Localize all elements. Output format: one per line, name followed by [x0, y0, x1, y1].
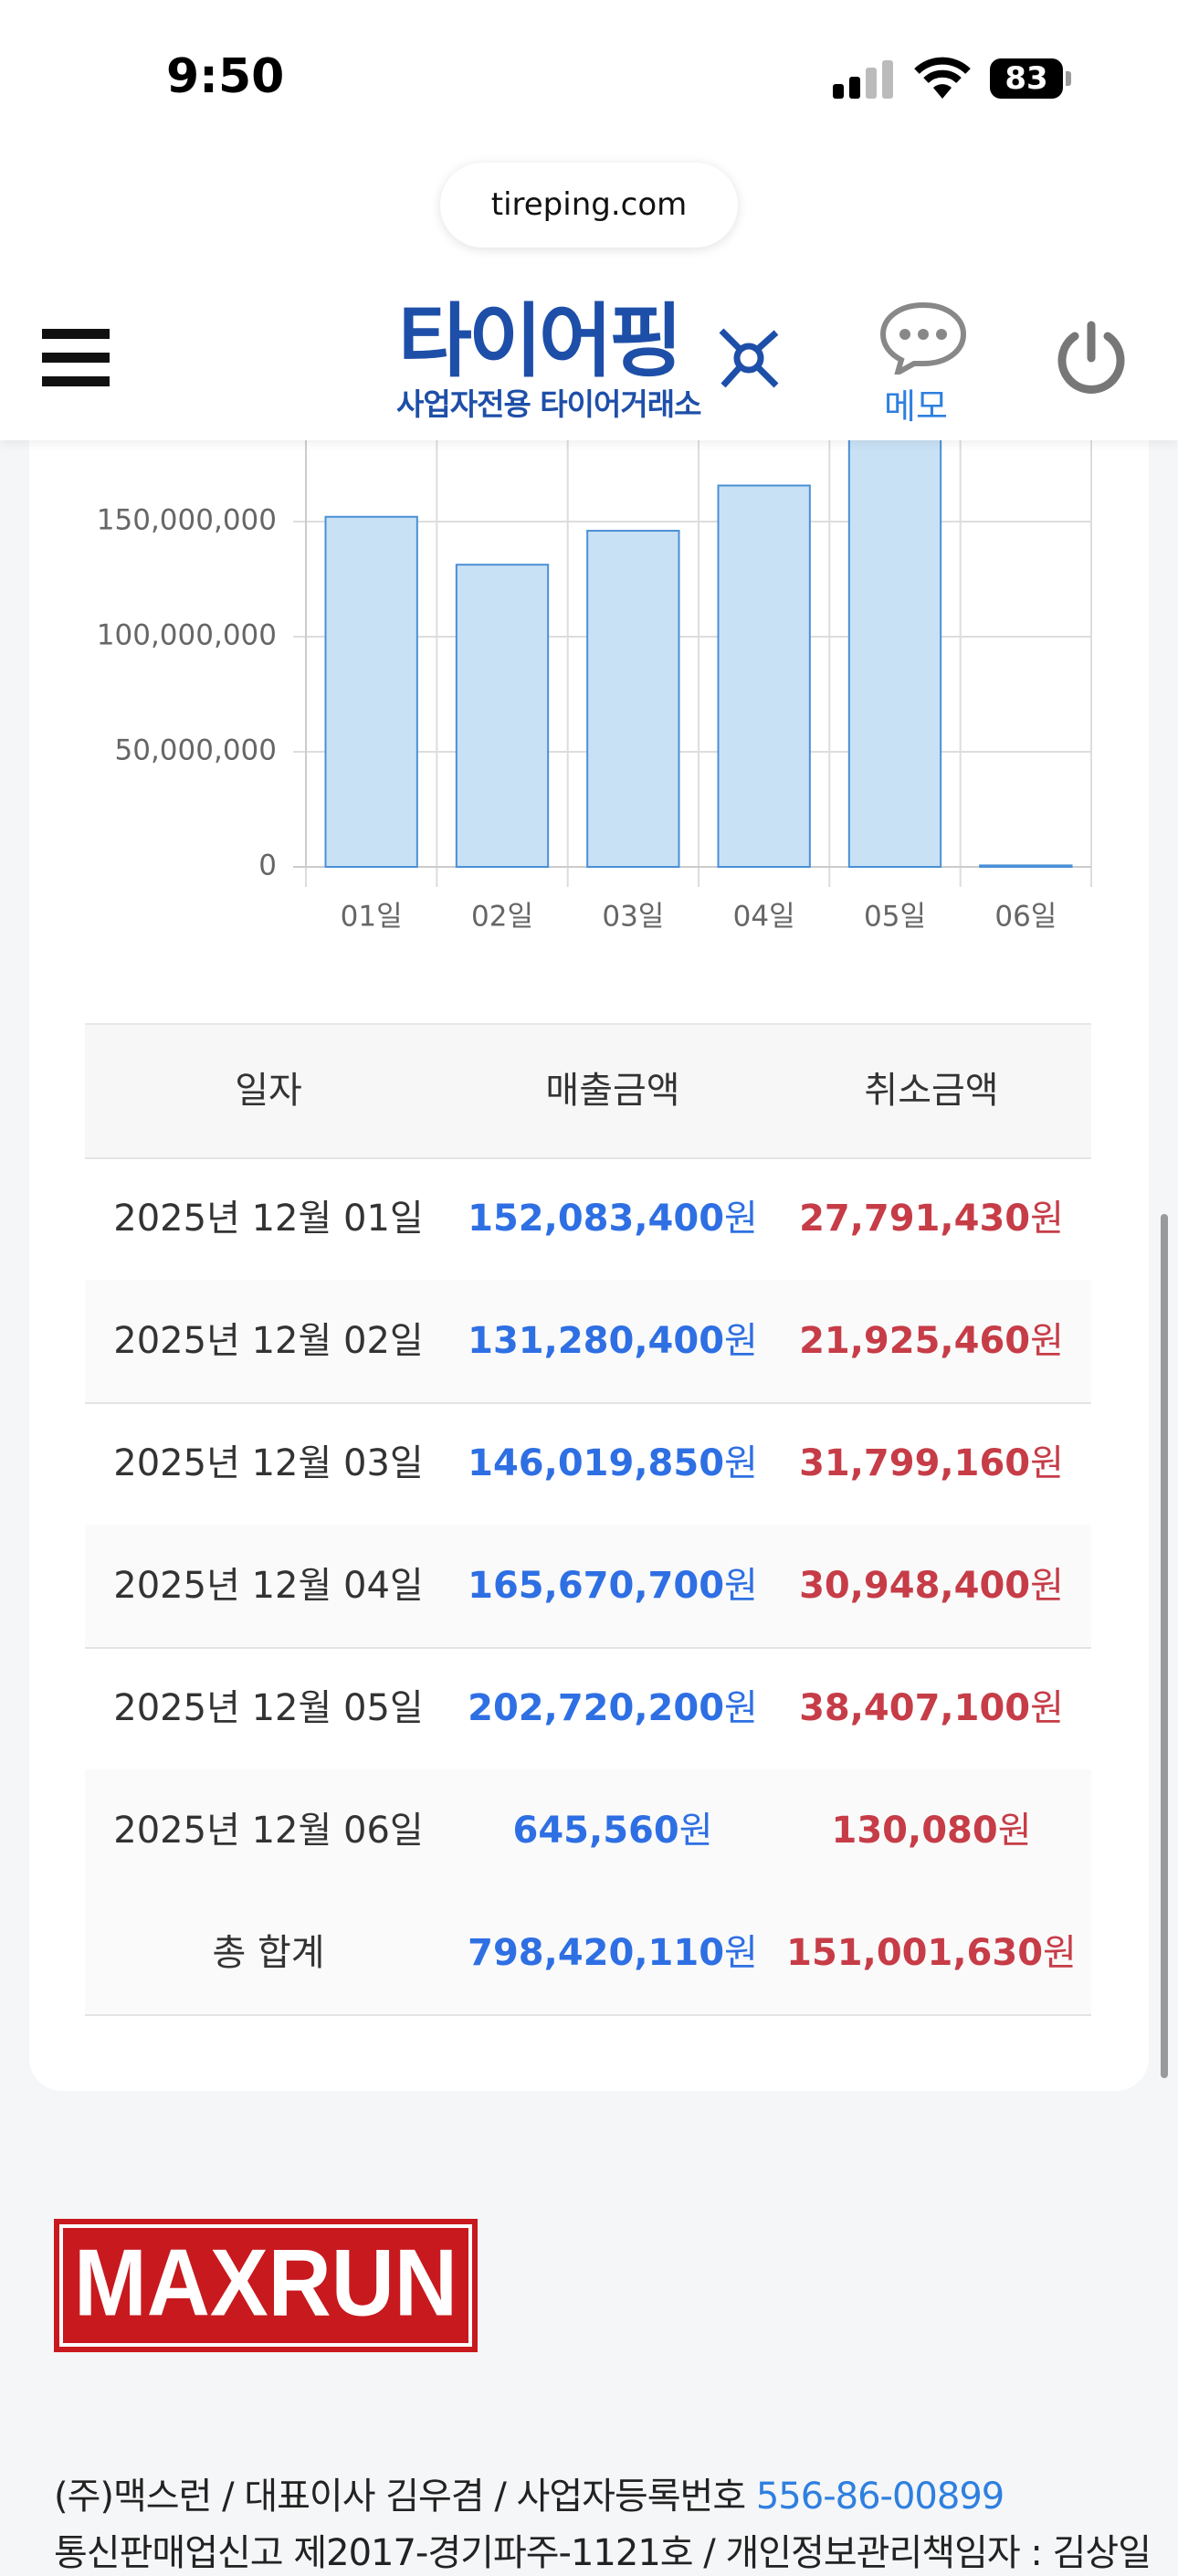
- cancel-cell: 21,925,460원: [767, 1280, 1096, 1402]
- currency: 원: [724, 1198, 758, 1240]
- y-tick-label: 0: [258, 850, 277, 882]
- currency: 원: [724, 1320, 758, 1362]
- table-header: 일자 매출금액 취소금액: [85, 1023, 1091, 1159]
- amount: 152,083,400: [468, 1198, 725, 1240]
- menu-button[interactable]: [42, 329, 111, 387]
- date-cell: 2025년 12월 02일: [113, 1320, 424, 1362]
- sales-cell: 165,670,700원: [448, 1525, 777, 1647]
- currency: 원: [678, 1810, 713, 1852]
- top-bar: 9:50 83 tireping.com 타이어핑 사업자전용 타이어거래소 메…: [0, 0, 1178, 440]
- table-row: 2025년 12월 06일 645,560원 130,080원: [85, 1769, 1091, 1894]
- cancel-cell: 31,799,160원: [767, 1402, 1096, 1525]
- currency: 원: [724, 1687, 758, 1729]
- sales-cell: 146,019,850원: [448, 1402, 777, 1525]
- amount: 645,560: [512, 1810, 679, 1852]
- logo-mark: [719, 328, 779, 388]
- bar: [717, 484, 811, 868]
- amount: 165,670,700: [468, 1565, 725, 1607]
- cancel-cell: 130,080원: [767, 1769, 1096, 1892]
- currency: 원: [1030, 1442, 1064, 1484]
- logo-subtitle: 사업자전용 타이어거래소: [396, 386, 701, 422]
- scrollbar: [1161, 1214, 1168, 2078]
- y-tick-label: 150,000,000: [97, 504, 277, 537]
- cancel-cell: 30,948,400원: [767, 1525, 1096, 1647]
- total-row: 총 합계 798,420,110원 151,001,630원: [85, 1892, 1091, 2016]
- footer-company: (주)맥스런 / 대표이사 김우겸 / 사업자등록번호: [54, 2476, 746, 2518]
- sales-cell: 152,083,400원: [448, 1157, 777, 1280]
- date-cell: 2025년 12월 04일: [113, 1565, 424, 1607]
- y-tick-label: 50,000,000: [115, 734, 278, 767]
- table-row: 2025년 12월 01일 152,083,400원 27,791,430원: [85, 1157, 1091, 1282]
- footer-brand: MAXRUN: [74, 2230, 458, 2336]
- date-cell: 2025년 12월 06일: [113, 1810, 424, 1852]
- cancel-cell: 151,001,630원: [767, 1892, 1096, 2014]
- x-tick-label: 04일: [733, 901, 795, 934]
- amount: 131,280,400: [468, 1320, 725, 1362]
- currency: 원: [1043, 1932, 1077, 1974]
- date-cell: 2025년 12월 05일: [113, 1687, 424, 1729]
- status-time: 9:50: [166, 49, 285, 104]
- y-tick-label: 100,000,000: [97, 619, 277, 652]
- amount: 21,925,460: [799, 1320, 1031, 1362]
- date-cell: 총 합계: [212, 1932, 325, 1974]
- signal-icon: [833, 60, 893, 99]
- date-cell: 2025년 12월 03일: [113, 1442, 424, 1484]
- bar: [847, 399, 942, 868]
- column-header: 매출금액: [545, 1070, 680, 1112]
- x-tick-label: 05일: [864, 901, 926, 934]
- bar: [324, 515, 418, 868]
- currency: 원: [1030, 1687, 1064, 1729]
- bar: [979, 864, 1073, 868]
- amount: 202,720,200: [468, 1687, 725, 1729]
- sales-cell: 798,420,110원: [448, 1892, 777, 2014]
- footer-brand-logo: MAXRUN: [54, 2219, 478, 2352]
- amount: 146,019,850: [468, 1442, 725, 1484]
- memo-label[interactable]: 메모: [884, 386, 948, 427]
- amount: 27,791,430: [799, 1198, 1031, 1240]
- currency: 원: [1030, 1198, 1064, 1240]
- footer-info: (주)맥스런 / 대표이사 김우겸 / 사업자등록번호 556-86-00899: [54, 2466, 1004, 2519]
- amount: 798,420,110: [468, 1932, 725, 1974]
- cancel-cell: 38,407,100원: [767, 1647, 1096, 1769]
- currency: 원: [724, 1565, 758, 1607]
- memo-icon[interactable]: [879, 301, 967, 375]
- amount: 31,799,160: [799, 1442, 1031, 1484]
- column-header: 취소금액: [864, 1070, 999, 1112]
- footer-info-2: 통신판매업신고 제2017-경기파주-1121호 / 개인정보관리책임자 : 김…: [54, 2532, 1152, 2574]
- url-bar[interactable]: tireping.com: [440, 163, 738, 248]
- x-tick-label: 02일: [471, 901, 533, 934]
- footer-business-number[interactable]: 556-86-00899: [755, 2476, 1004, 2518]
- x-tick-label: 01일: [341, 901, 403, 934]
- logo[interactable]: 타이어핑: [398, 294, 683, 388]
- sales-cell: 645,560원: [448, 1769, 777, 1892]
- wifi-icon: [914, 57, 971, 99]
- x-tick-label: 03일: [602, 901, 664, 934]
- amount: 38,407,100: [799, 1687, 1031, 1729]
- table-row: 2025년 12월 02일 131,280,400원 21,925,460원: [85, 1280, 1091, 1404]
- amount: 151,001,630: [786, 1932, 1044, 1974]
- currency: 원: [997, 1810, 1032, 1852]
- battery: 83: [990, 58, 1063, 99]
- currency: 원: [724, 1932, 758, 1974]
- logout-button[interactable]: [1055, 320, 1128, 396]
- currency: 원: [724, 1442, 758, 1484]
- battery-cap: [1066, 71, 1071, 86]
- date-cell: 2025년 12월 01일: [113, 1198, 424, 1240]
- table-row: 2025년 12월 03일 146,019,850원 31,799,160원: [85, 1402, 1091, 1526]
- currency: 원: [1030, 1565, 1064, 1607]
- column-header: 일자: [235, 1070, 302, 1112]
- x-tick-label: 06일: [994, 901, 1057, 934]
- sales-cell: 131,280,400원: [448, 1280, 777, 1402]
- amount: 130,080: [831, 1810, 998, 1852]
- cancel-cell: 27,791,430원: [767, 1157, 1096, 1280]
- table-row: 2025년 12월 05일 202,720,200원 38,407,100원: [85, 1647, 1091, 1771]
- table-row: 2025년 12월 04일 165,670,700원 30,948,400원: [85, 1525, 1091, 1649]
- bar: [586, 530, 680, 868]
- amount: 30,948,400: [799, 1565, 1031, 1607]
- currency: 원: [1030, 1320, 1064, 1362]
- bar: [455, 564, 550, 868]
- sales-cell: 202,720,200원: [448, 1647, 777, 1769]
